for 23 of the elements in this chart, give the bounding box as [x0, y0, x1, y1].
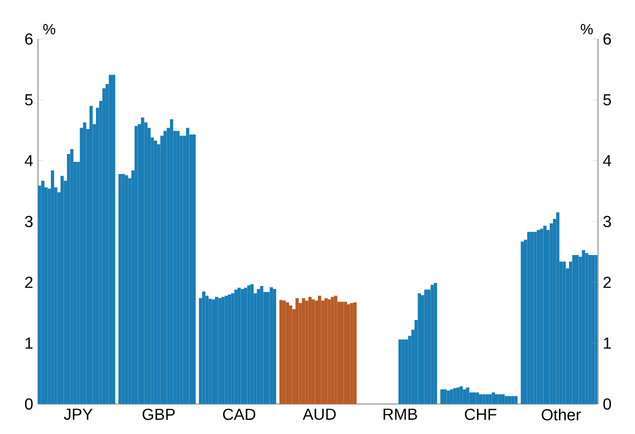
y2-axis-title: %: [580, 24, 593, 34]
x-tick-label: GBP: [142, 408, 175, 420]
y2-tick-label: 2: [604, 276, 611, 288]
y-tick-label: 1: [26, 338, 33, 349]
y-tick-label: 5: [25, 94, 33, 106]
y2-tick-label: 6: [604, 33, 611, 45]
x-tick-label: RMB: [384, 408, 418, 420]
y2-tick-label: 1: [604, 338, 611, 349]
y-tick-label: 6: [25, 33, 33, 45]
y-tick-label: 4: [24, 155, 33, 166]
y2-tick-label: 3: [603, 216, 611, 228]
x-tick-label: CHF: [464, 408, 496, 420]
y-tick-label: 0: [25, 398, 33, 410]
y2-tick-label: 4: [603, 155, 612, 166]
x-tick-label: AUD: [302, 408, 336, 420]
x-tick-label: CAD: [223, 408, 256, 420]
y2-tick-label: 0: [603, 398, 611, 410]
y-tick-label: 3: [25, 216, 33, 228]
x-tick-label: JPY: [64, 408, 93, 420]
y-axis-title: %: [43, 24, 56, 34]
x-tick-label: Other: [542, 408, 581, 420]
y2-tick-label: 5: [603, 94, 611, 106]
y-tick-label: 2: [25, 276, 32, 288]
